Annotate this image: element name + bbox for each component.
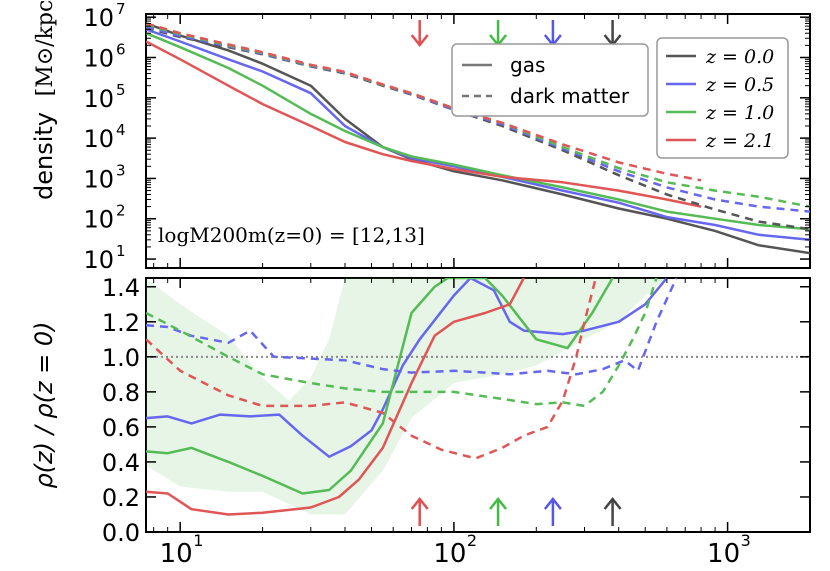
redshift-legend-label: z = 0.5: [705, 74, 774, 96]
top-ytick-exponent: 5: [116, 81, 126, 99]
bottom-xtick-exponent: 2: [467, 531, 477, 550]
redshift-legend-items: z = 0.0 z = 0.5 z = 1.0 z = 2.1: [666, 46, 774, 152]
bottom-ytick-label: 0.4: [102, 449, 140, 477]
redshift-legend-frame: [656, 37, 789, 159]
bottom-ytick-label: 0.2: [102, 484, 140, 512]
top-ytick-label: 10: [83, 85, 114, 113]
bottom-xtick-label: 10: [160, 539, 193, 569]
style-legend-dm-label: dark matter: [510, 84, 630, 108]
top-panel-series: [146, 22, 810, 255]
series-line-gas-z-0-5: [146, 28, 810, 242]
series-line-gas-z-0-5: [146, 278, 668, 458]
arrow-down-head: [410, 34, 429, 48]
top-ytick-label: 10: [83, 4, 114, 32]
bottom-ytick-label: 1.0: [102, 344, 140, 372]
bottom-panel-arrows: [410, 496, 622, 526]
top-ylabel-units: [M⊙/kpc³]: [33, 0, 58, 96]
top-ytick-exponent: 4: [116, 121, 126, 139]
top-ytick-exponent: 7: [116, 0, 126, 18]
style-legend: gas dark matter: [451, 43, 649, 117]
arrow-up-head: [603, 496, 622, 510]
bottom-ylabel: ρ(z) / ρ(z = 0): [30, 321, 58, 488]
series-line-dm-z-0-5: [146, 278, 678, 376]
bottom-xtick-exponent: 1: [193, 531, 203, 550]
bottom-panel-series: [146, 278, 678, 516]
bottom-panel: 0.00.20.40.60.81.01.21.410 1 10 2 10 3 ρ(z) /…: [30, 274, 811, 569]
arrow-up-head: [489, 496, 508, 510]
bottom-ytick-label: 1.4: [102, 274, 140, 302]
redshift-legend-label: z = 1.0: [705, 102, 774, 124]
arrow-up-head: [410, 496, 429, 510]
redshift-legend-label: z = 2.1: [705, 130, 774, 152]
style-legend-gas-label: gas: [510, 53, 545, 77]
series-line-gas-z-1-0: [146, 32, 810, 231]
series-line-gas-z-2-1: [146, 40, 702, 208]
top-ytick-label: 10: [83, 246, 114, 274]
top-ytick-label: 10: [83, 206, 114, 234]
arrow-up-head: [543, 496, 562, 510]
series-line-gas-z-1-0: [146, 278, 614, 495]
top-ytick-exponent: 1: [116, 242, 126, 260]
top-ytick-label: 10: [83, 165, 114, 193]
bottom-xtick-exponent: 3: [741, 531, 751, 550]
bottom-ytick-label: 0.0: [102, 519, 140, 547]
top-ytick-exponent: 2: [116, 202, 126, 220]
top-ytick-label: 10: [83, 45, 114, 73]
bottom-xtick-label: 10: [707, 539, 740, 569]
top-ylabel-text: density: [30, 112, 58, 200]
top-ytick-exponent: 6: [116, 41, 126, 59]
mass-range-annotation: logM200m(z=0) = [12,13]: [158, 223, 425, 247]
series-line-dm-z-2-1: [146, 278, 598, 460]
bottom-xtick-label: 10: [433, 539, 466, 569]
redshift-legend-label: z = 0.0: [705, 46, 774, 68]
redshift-legend: z = 0.0 z = 0.5 z = 1.0 z = 2.1: [656, 37, 789, 159]
top-ytick-exponent: 3: [116, 161, 126, 179]
top-ytick-label: 10: [83, 125, 114, 153]
series-line-dm-z-2-1: [146, 22, 702, 182]
series-line-gas-z-2-1: [146, 278, 525, 516]
bottom-ytick-label: 1.2: [102, 309, 140, 337]
bottom-ytick-label: 0.8: [102, 379, 140, 407]
top-ylabel: density [M⊙/kpc³]: [30, 0, 58, 200]
bottom-ytick-label: 0.6: [102, 414, 140, 442]
bottom-panel-ticks: 0.00.20.40.60.81.01.21.410 1 10 2 10 3: [102, 274, 811, 569]
style-legend-frame: [451, 43, 649, 117]
